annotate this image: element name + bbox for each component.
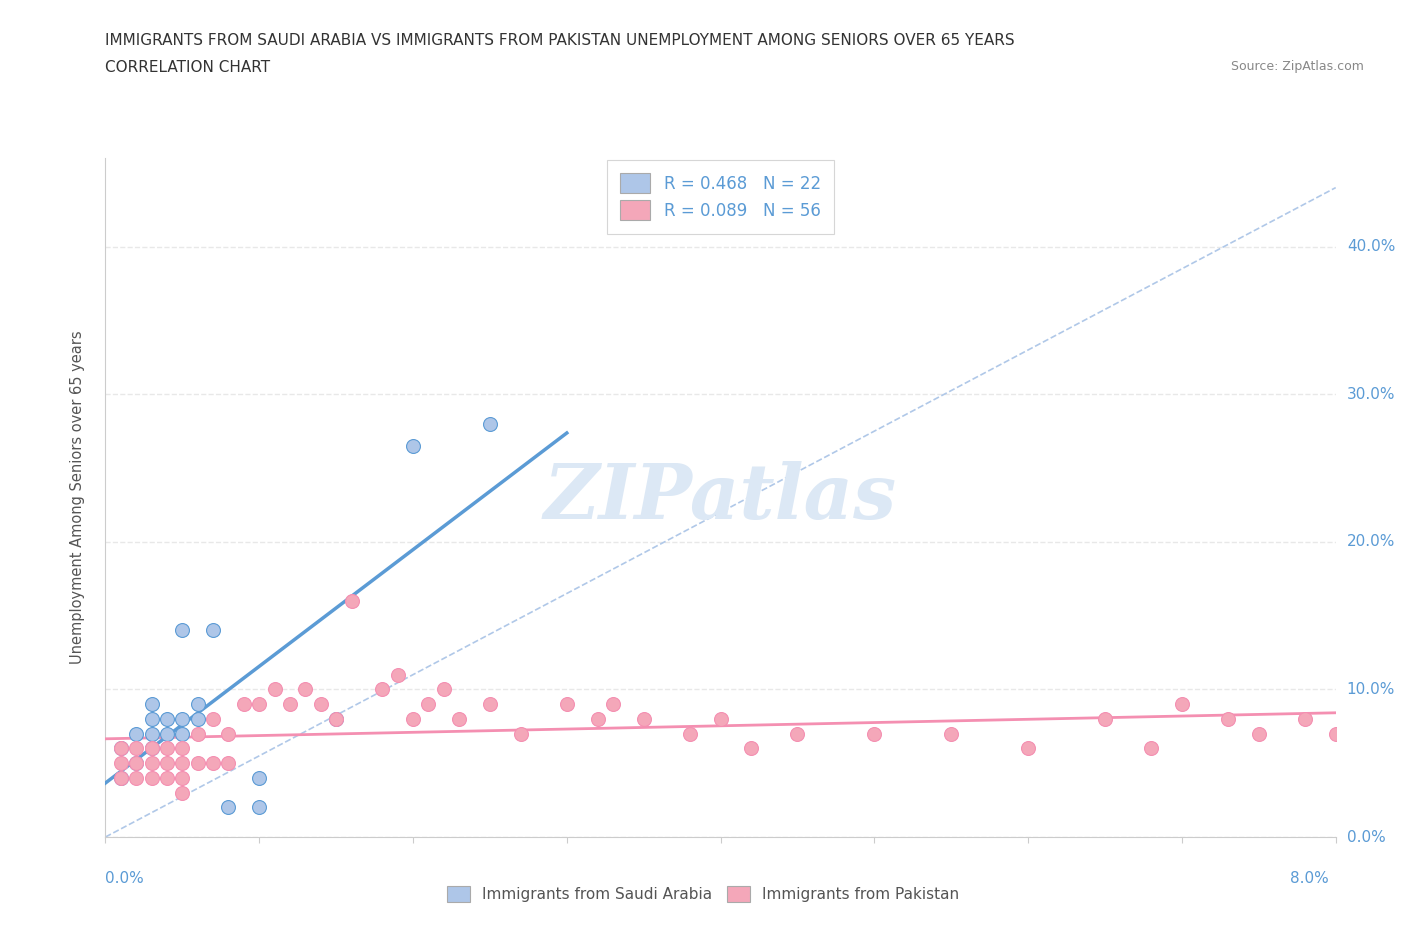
Point	[202, 623, 225, 638]
Point	[1324, 726, 1347, 741]
Text: ZIPatlas: ZIPatlas	[544, 460, 897, 535]
Point	[218, 756, 240, 771]
Point	[156, 756, 179, 771]
Point	[433, 682, 456, 697]
Point	[218, 800, 240, 815]
Text: 0.0%: 0.0%	[1347, 830, 1385, 844]
Point	[941, 726, 963, 741]
Point	[125, 771, 148, 786]
Point	[125, 726, 148, 741]
Point	[187, 756, 209, 771]
Point	[247, 697, 270, 711]
Point	[110, 771, 132, 786]
Point	[1094, 711, 1116, 726]
Point	[218, 726, 240, 741]
Point	[402, 438, 425, 453]
Point	[141, 697, 163, 711]
Point	[247, 771, 270, 786]
Point	[710, 711, 733, 726]
Text: 10.0%: 10.0%	[1347, 682, 1395, 697]
Point	[387, 667, 409, 682]
Point	[263, 682, 285, 697]
Point	[247, 800, 270, 815]
Point	[418, 697, 440, 711]
Point	[325, 711, 347, 726]
Legend: R = 0.468   N = 22, R = 0.089   N = 56: R = 0.468 N = 22, R = 0.089 N = 56	[607, 160, 834, 233]
Point	[172, 711, 194, 726]
Point	[141, 711, 163, 726]
Point	[110, 756, 132, 771]
Point	[110, 771, 132, 786]
Point	[110, 741, 132, 756]
Point	[187, 711, 209, 726]
Point	[740, 741, 762, 756]
Point	[172, 623, 194, 638]
Point	[141, 726, 163, 741]
Point	[325, 711, 347, 726]
Text: 40.0%: 40.0%	[1347, 239, 1395, 254]
Text: IMMIGRANTS FROM SAUDI ARABIA VS IMMIGRANTS FROM PAKISTAN UNEMPLOYMENT AMONG SENI: IMMIGRANTS FROM SAUDI ARABIA VS IMMIGRAN…	[105, 33, 1015, 47]
Point	[156, 741, 179, 756]
Point	[294, 682, 316, 697]
Point	[278, 697, 301, 711]
Point	[156, 771, 179, 786]
Point	[202, 756, 225, 771]
Point	[1247, 726, 1270, 741]
Point	[232, 697, 254, 711]
Text: 0.0%: 0.0%	[105, 871, 145, 886]
Point	[141, 741, 163, 756]
Point	[172, 771, 194, 786]
Point	[786, 726, 808, 741]
Point	[202, 711, 225, 726]
Point	[141, 756, 163, 771]
Point	[172, 741, 194, 756]
Text: CORRELATION CHART: CORRELATION CHART	[105, 60, 270, 75]
Point	[309, 697, 332, 711]
Point	[156, 711, 179, 726]
Text: 20.0%: 20.0%	[1347, 535, 1395, 550]
Point	[187, 726, 209, 741]
Point	[141, 741, 163, 756]
Point	[172, 726, 194, 741]
Point	[1140, 741, 1163, 756]
Point	[110, 741, 132, 756]
Text: 8.0%: 8.0%	[1289, 871, 1329, 886]
Point	[125, 741, 148, 756]
Point	[1216, 711, 1239, 726]
Point	[1017, 741, 1039, 756]
Point	[602, 697, 624, 711]
Point	[156, 726, 179, 741]
Point	[172, 785, 194, 800]
Point	[478, 417, 501, 432]
Point	[340, 593, 363, 608]
Legend: Immigrants from Saudi Arabia, Immigrants from Pakistan: Immigrants from Saudi Arabia, Immigrants…	[440, 880, 966, 909]
Point	[449, 711, 471, 726]
Point	[863, 726, 886, 741]
Y-axis label: Unemployment Among Seniors over 65 years: Unemployment Among Seniors over 65 years	[70, 331, 84, 664]
Point	[172, 756, 194, 771]
Point	[1171, 697, 1194, 711]
Point	[586, 711, 609, 726]
Point	[187, 697, 209, 711]
Point	[125, 756, 148, 771]
Text: Source: ZipAtlas.com: Source: ZipAtlas.com	[1230, 60, 1364, 73]
Point	[1294, 711, 1316, 726]
Point	[141, 771, 163, 786]
Point	[509, 726, 531, 741]
Point	[402, 711, 425, 726]
Point	[679, 726, 702, 741]
Point	[633, 711, 655, 726]
Point	[555, 697, 578, 711]
Point	[478, 697, 501, 711]
Point	[125, 756, 148, 771]
Text: 30.0%: 30.0%	[1347, 387, 1395, 402]
Point	[371, 682, 394, 697]
